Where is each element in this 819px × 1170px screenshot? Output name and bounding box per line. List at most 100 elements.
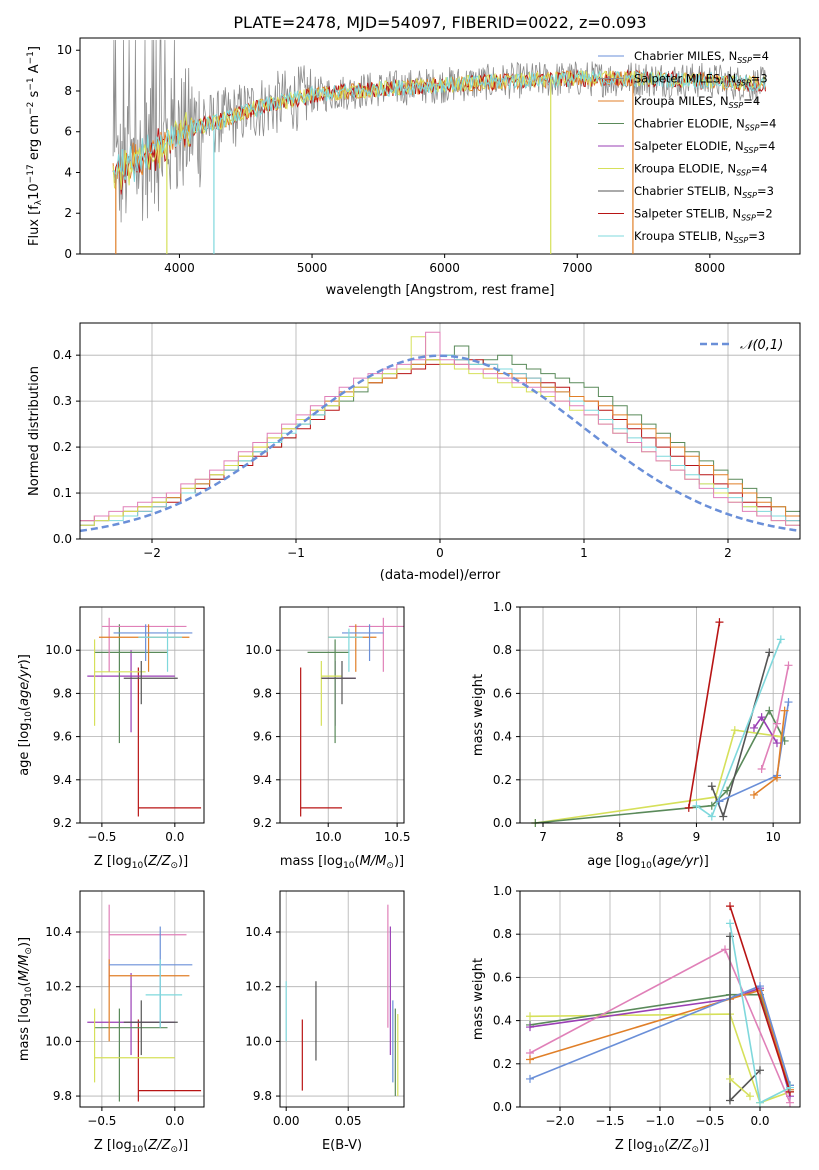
massweight-vs-z-xlabel: Z [log10(Z/Z⊙)] xyxy=(615,1138,709,1155)
spectrum-xtick-label: 5000 xyxy=(297,261,328,275)
figure-title: PLATE=2478, MJD=54097, FIBERID=0022, z=0… xyxy=(233,13,646,32)
xtick-label: 8 xyxy=(616,830,624,844)
normal-legend-label: 𝒩(0,1) xyxy=(740,338,783,353)
ytick-label: 9.6 xyxy=(53,730,72,744)
mass-vs-ebv-xlabel: E(B-V) xyxy=(322,1138,362,1153)
mw-z-line-marker xyxy=(526,1023,534,1032)
histogram-ylabel: Normed distribution xyxy=(27,366,42,496)
histogram-xtick-label: 2 xyxy=(724,546,732,560)
panel-marks xyxy=(87,617,202,817)
panel-marks xyxy=(87,904,202,1102)
ytick-label: 0.8 xyxy=(493,927,512,941)
xtick-label: 0.05 xyxy=(335,1114,362,1128)
ytick-label: 10.2 xyxy=(45,980,72,994)
histogram-step-series xyxy=(79,331,800,539)
spectrum-panel: 4000 5000 6000 7000 8000 0 2 4 6 8 10 Chabrier MIL… xyxy=(26,37,801,298)
histogram-xlabel: (data-model)/error xyxy=(380,568,501,583)
ytick-label: 9.6 xyxy=(253,730,272,744)
xtick-label: 10.5 xyxy=(384,830,411,844)
spectrum-legend-label: Kroupa MILES, NSSP=4 xyxy=(634,94,760,110)
mw-z-line-marker xyxy=(726,1074,734,1083)
ytick-label: 0.2 xyxy=(493,1057,512,1071)
histogram-ytick-label: 0.0 xyxy=(53,532,72,546)
mw-z-line-marker xyxy=(726,919,734,928)
normal-curve xyxy=(79,354,801,533)
ytick-label: 9.8 xyxy=(253,686,272,700)
xtick-label: −1.0 xyxy=(645,1114,674,1128)
mw-age-line-marker xyxy=(772,719,781,728)
histogram-legend: 𝒩(0,1) xyxy=(700,338,783,353)
mw-z-line-marker xyxy=(526,1074,534,1083)
spectrum-lines xyxy=(112,39,766,254)
mw-age-line-marker xyxy=(784,661,793,670)
mw-age-line-marker xyxy=(715,797,724,806)
age-vs-z-ylabel: age [log10(age/yr)] xyxy=(17,654,34,776)
histogram-ticks: −2 −1 0 1 2 0.0 0.1 0.2 0.3 0.4 xyxy=(53,348,732,560)
mw-age-line-marker xyxy=(730,726,739,735)
panel-marks xyxy=(300,617,404,817)
mw-age-line-marker xyxy=(749,723,758,732)
panel-marks xyxy=(531,618,793,827)
ytick-label: 9.8 xyxy=(53,686,72,700)
ytick-label: 9.2 xyxy=(53,816,72,830)
age-vs-z-panel: −0.5 0.0 9.2 9.4 9.6 9.8 10.0 xyxy=(45,606,205,844)
mw-age-line-marker xyxy=(715,618,724,627)
spectrum-ytick-label: 6 xyxy=(64,125,72,139)
spectrum-legend: Chabrier MILES, NSSP=4 Salpeter MILES, NS… xyxy=(598,49,776,245)
spectrum-legend-label: Chabrier MILES, NSSP=4 xyxy=(634,49,769,65)
ytick-label: 10.0 xyxy=(45,1034,72,1048)
spectrum-legend-label: Kroupa STELIB, NSSP=3 xyxy=(634,229,765,245)
mw-z-line-marker xyxy=(526,1055,534,1064)
mw-z-line-marker xyxy=(786,1098,794,1107)
ytick-label: 10.0 xyxy=(245,1034,272,1048)
mw-age-line-marker xyxy=(749,790,758,799)
xtick-label: −0.5 xyxy=(695,1114,724,1128)
ytick-label: 0.6 xyxy=(493,686,512,700)
mass-vs-ebv-panel: 0.00 0.05 9.8 10.0 10.2 10.4 xyxy=(245,890,405,1128)
massweight-vs-age-panel: 7 8 9 10 0.0 0.2 0.4 0.6 0.8 1.0 xyxy=(493,600,801,844)
spectrum-legend-label: Salpeter ELODIE, NSSP=4 xyxy=(634,139,775,155)
spectrum-xtick-label: 6000 xyxy=(429,261,460,275)
ytick-label: 1.0 xyxy=(493,884,512,898)
mw-z-line xyxy=(729,1078,751,1097)
mw-z-line-marker xyxy=(726,902,734,911)
mw-age-line-marker xyxy=(719,812,728,821)
plot-frame xyxy=(79,890,205,1108)
mw-z-line-marker xyxy=(786,1083,794,1092)
massweight-vs-z-ylabel: mass weight xyxy=(471,958,486,1040)
mw-age-line-marker xyxy=(776,635,785,644)
spectrum-model-line xyxy=(112,69,766,187)
mw-age-line xyxy=(688,621,721,809)
plot-frame xyxy=(79,606,205,824)
spectrum-xlabel: wavelength [Angstrom, rest frame] xyxy=(326,283,555,298)
ytick-label: 0.0 xyxy=(493,816,512,830)
mw-age-line-marker xyxy=(772,739,781,748)
mw-age-line-marker xyxy=(780,706,789,715)
xtick-label: −0.5 xyxy=(87,830,116,844)
spectrum-legend-label: Chabrier ELODIE, NSSP=4 xyxy=(634,117,776,133)
mw-age-line-marker xyxy=(707,782,716,791)
mw-z-line xyxy=(729,905,791,1093)
spectrum-legend-label: Salpeter STELIB, NSSP=2 xyxy=(634,207,773,223)
mw-age-line-marker xyxy=(765,648,774,657)
mw-z-line-marker xyxy=(721,945,729,954)
spectrum-ytick-label: 8 xyxy=(64,84,72,98)
xtick-label: −1.5 xyxy=(595,1114,624,1128)
xtick-label: 9 xyxy=(693,830,701,844)
ytick-label: 10.4 xyxy=(45,925,72,939)
spectrum-plot-frame xyxy=(79,37,801,255)
ytick-label: 0.2 xyxy=(493,773,512,787)
mw-age-line-marker xyxy=(692,801,701,810)
ytick-label: 0.4 xyxy=(493,730,512,744)
ytick-label: 0.0 xyxy=(493,1100,512,1114)
histogram-ytick-label: 0.3 xyxy=(53,394,72,408)
xtick-label: 10.0 xyxy=(315,830,342,844)
spectrum-legend-label: Chabrier STELIB, NSSP=3 xyxy=(634,184,774,200)
histogram-ytick-label: 0.4 xyxy=(53,348,72,362)
spectrum-ticks: 4000 5000 6000 7000 8000 0 2 4 6 8 10 xyxy=(57,43,725,275)
mw-age-line-marker xyxy=(772,773,781,782)
age-vs-z-xlabel: Z [log10(Z/Z⊙)] xyxy=(94,854,188,871)
histogram-panel: −2 −1 0 1 2 0.0 0.1 0.2 0.3 0.4 𝒩(0,1) (data-mode… xyxy=(27,322,801,583)
histogram-xtick-label: −1 xyxy=(287,546,305,560)
mass-vs-z-panel: −0.5 0.0 9.8 10.0 10.2 10.4 xyxy=(45,890,205,1128)
